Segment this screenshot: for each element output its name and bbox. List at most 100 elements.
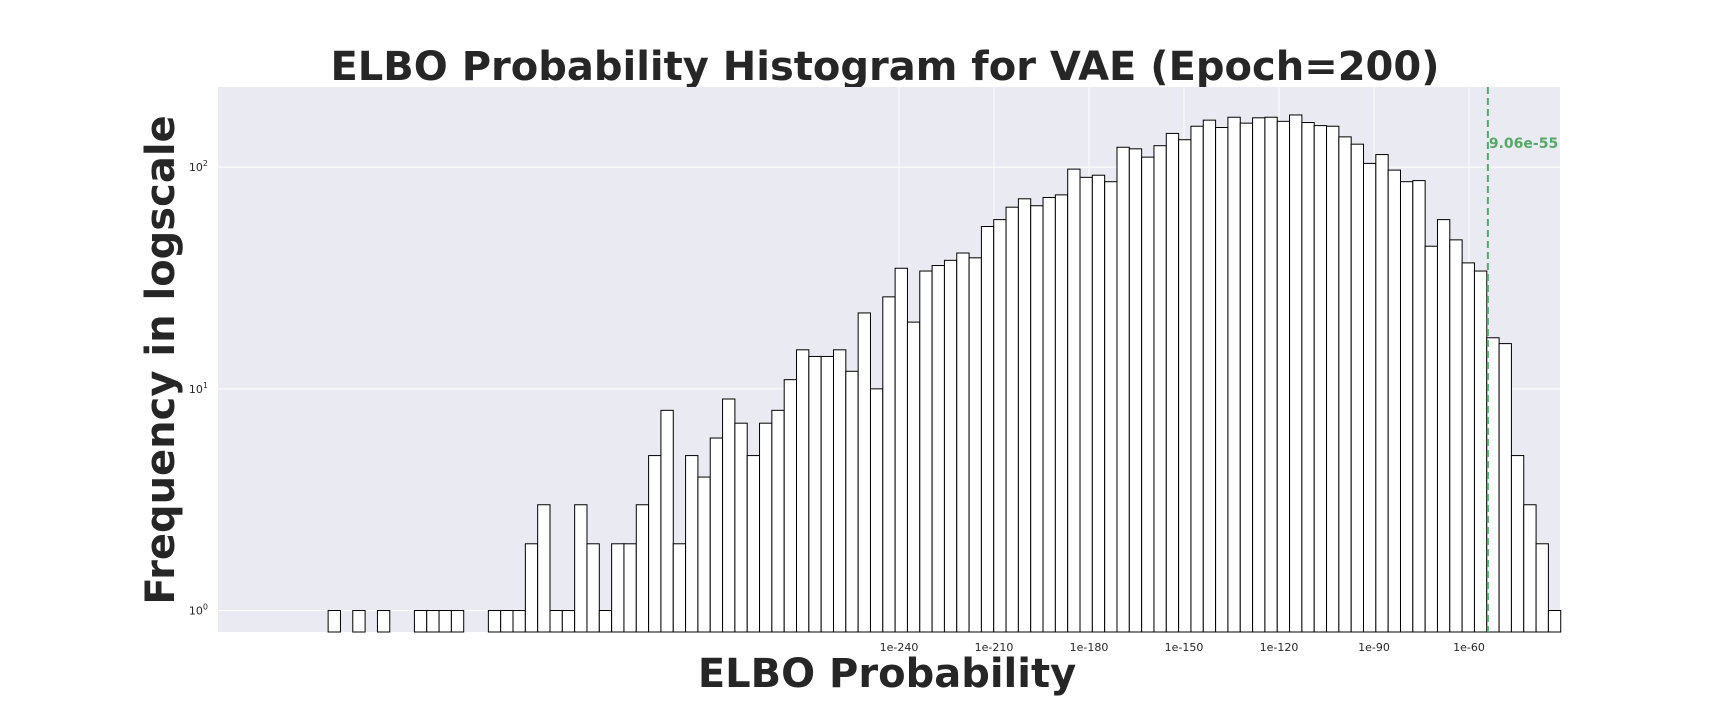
histogram-bar xyxy=(327,610,341,633)
histogram-bar xyxy=(623,543,637,633)
reference-line-group: 9.06e-55 xyxy=(1486,87,1558,632)
histogram-bar xyxy=(524,543,539,633)
histogram-bar xyxy=(906,321,921,633)
histogram-bar xyxy=(438,610,452,633)
histogram-bar xyxy=(1326,125,1340,633)
histogram-bar xyxy=(734,422,748,633)
histogram-bar xyxy=(376,610,391,633)
histogram-bar xyxy=(1153,145,1167,633)
reference-line-label: 9.06e-55 xyxy=(1489,136,1558,152)
histogram-bar xyxy=(1054,194,1069,633)
histogram-bar xyxy=(598,610,613,633)
histogram-bar xyxy=(512,610,526,633)
histogram-bar xyxy=(783,379,798,633)
histogram-bar xyxy=(1042,196,1056,633)
histogram-bar xyxy=(1276,120,1291,633)
histogram-bar xyxy=(1289,114,1303,633)
histogram-bar xyxy=(500,610,514,633)
x-axis-ticks: 1e-240 1e-210 1e-180 1e-150 1e-120 1e-90 1e-60 xyxy=(880,641,1485,654)
histogram-bar xyxy=(672,543,687,633)
histogram-bar xyxy=(413,610,428,633)
histogram-bar xyxy=(857,312,871,633)
histogram-bar xyxy=(931,265,945,633)
histogram-bar xyxy=(537,504,551,633)
histogram-bar xyxy=(1535,543,1549,633)
histogram-bar xyxy=(660,409,674,633)
histogram-bar xyxy=(1104,181,1118,633)
histogram-bar xyxy=(1215,127,1229,633)
histogram-bar xyxy=(586,543,600,633)
histogram-bar xyxy=(832,349,847,633)
histogram-bar xyxy=(1067,168,1081,633)
histogram-bar xyxy=(1017,198,1032,633)
histogram-bar xyxy=(1363,162,1377,633)
y-axis-ticks: 100 101 102 xyxy=(189,159,208,617)
histogram-bar xyxy=(1141,156,1155,633)
histogram-bar xyxy=(611,543,625,633)
histogram-bar xyxy=(1239,122,1254,633)
histogram-bar xyxy=(1350,143,1365,633)
histogram-bar xyxy=(722,398,736,633)
histogram-bar xyxy=(882,296,896,633)
histogram-bar xyxy=(759,422,773,633)
histogram-bar xyxy=(980,226,995,633)
histogram-bar xyxy=(561,610,576,633)
histogram-bar xyxy=(1301,122,1315,633)
histogram-bar xyxy=(746,455,761,633)
histogram-bar xyxy=(1449,239,1463,633)
histogram-bar xyxy=(709,437,724,633)
histogram-bar xyxy=(1116,146,1130,633)
histogram-bar xyxy=(685,455,699,633)
histogram-bar xyxy=(968,257,982,633)
histogram-bar xyxy=(894,267,908,633)
histogram-bar xyxy=(1412,180,1426,633)
x-tick-label: 1e-240 xyxy=(880,641,919,654)
y-tick-label: 100 xyxy=(189,603,208,618)
histogram-bars xyxy=(327,114,1562,633)
histogram-bar xyxy=(1091,174,1106,633)
histogram-bar xyxy=(1252,117,1266,633)
histogram-bar xyxy=(808,355,822,633)
histogram-bar xyxy=(1547,610,1562,633)
histogram-bar xyxy=(426,610,440,633)
x-tick-label: 1e-120 xyxy=(1260,641,1299,654)
y-axis-label: Frequency in logscale xyxy=(138,115,184,604)
histogram-bar xyxy=(1436,219,1451,633)
histogram-bar xyxy=(574,504,588,633)
x-axis-label: ELBO Probability xyxy=(698,651,1076,697)
histogram-bar xyxy=(1030,205,1044,633)
histogram-bar xyxy=(820,355,834,633)
histogram-bar xyxy=(943,259,958,633)
histogram-bar xyxy=(549,610,563,633)
x-tick-label: 1e-210 xyxy=(975,641,1014,654)
histogram-bar xyxy=(1473,270,1488,633)
histogram-bar xyxy=(956,252,970,633)
x-tick-label: 1e-150 xyxy=(1165,641,1204,654)
histogram-bar xyxy=(1523,504,1537,633)
histogram-bar xyxy=(450,610,465,633)
histogram-bar xyxy=(1005,206,1019,633)
x-tick-label: 1e-60 xyxy=(1453,641,1485,654)
histogram-bar xyxy=(1178,139,1192,633)
y-tick-label: 101 xyxy=(189,381,208,396)
histogram-bar xyxy=(1424,245,1438,633)
histogram-bar xyxy=(869,388,884,633)
histogram-bar xyxy=(648,455,662,633)
histogram-bar xyxy=(1165,132,1180,633)
histogram-bar xyxy=(697,476,711,633)
histogram-bar xyxy=(1079,176,1093,633)
histogram-bar xyxy=(1510,455,1525,633)
histogram-bar xyxy=(771,409,785,633)
x-tick-label: 1e-90 xyxy=(1358,641,1390,654)
histogram-bar xyxy=(1338,136,1352,633)
histogram-bar xyxy=(993,219,1007,633)
histogram-bar xyxy=(1399,181,1414,633)
histogram-bar xyxy=(1313,125,1328,633)
histogram-bar xyxy=(1190,125,1204,633)
histogram-bar xyxy=(1202,119,1217,633)
histogram-bar xyxy=(1264,116,1278,633)
histogram-bar xyxy=(1375,154,1389,633)
histogram-bar xyxy=(352,610,366,633)
histogram-bar xyxy=(1227,116,1241,633)
